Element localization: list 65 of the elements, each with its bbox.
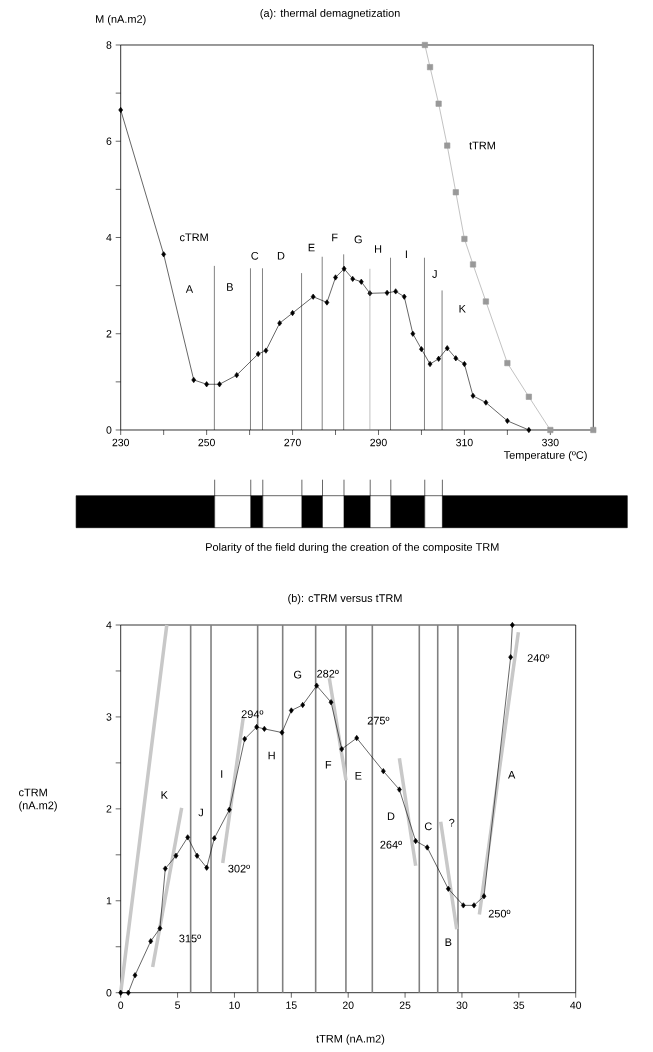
annotation: B bbox=[445, 938, 452, 946]
annotation: J bbox=[198, 808, 203, 817]
y-axis-title: cTRM (nA.m2) bbox=[19, 788, 57, 812]
y-tick-label: 6 bbox=[106, 137, 112, 145]
x-tick-label: 5 bbox=[175, 1001, 181, 1009]
annotation: 282º bbox=[317, 669, 339, 678]
y-tick-label: 0 bbox=[106, 989, 112, 997]
y-axis-title: M (nA.m2) bbox=[96, 14, 146, 26]
annotation: F bbox=[325, 760, 332, 769]
annotation: E bbox=[308, 243, 315, 252]
text: Polarity of the field during the creation of the composite TRM bbox=[206, 542, 499, 554]
x-tick-label: 330 bbox=[542, 438, 559, 447]
annotation: ? bbox=[449, 818, 455, 827]
annotation: F bbox=[332, 233, 338, 242]
x-tick-label: 270 bbox=[284, 438, 301, 447]
x-tick-label: 40 bbox=[570, 1001, 582, 1009]
x-axis-title: tTRM (nA.m2) bbox=[316, 1034, 385, 1045]
annotation: I bbox=[405, 250, 407, 259]
annotation: D bbox=[387, 812, 395, 820]
x-tick-label: 310 bbox=[456, 438, 473, 447]
annotation: 294º bbox=[241, 710, 264, 719]
x-tick-label: 25 bbox=[399, 1001, 411, 1009]
x-axis-title: Temperature (ºC) bbox=[503, 450, 587, 462]
y-tick-label: 4 bbox=[106, 233, 112, 242]
annotation: A bbox=[185, 285, 194, 293]
annotation: H bbox=[268, 751, 275, 760]
y-tick-label: 1 bbox=[106, 897, 112, 905]
annotation: 315º bbox=[179, 934, 201, 943]
annotation: I bbox=[221, 770, 223, 778]
y-tick-label: 2 bbox=[106, 805, 112, 813]
chart-title: (a): thermal demagnetization bbox=[260, 8, 400, 20]
annotation: B bbox=[227, 283, 233, 291]
x-tick-label: 290 bbox=[370, 438, 387, 447]
annotation: H bbox=[375, 245, 382, 253]
x-tick-label: 15 bbox=[286, 1001, 297, 1009]
y-tick-label: 4 bbox=[106, 621, 112, 629]
chart-title: (b): cTRM versus tTRM bbox=[288, 593, 402, 605]
annotation: 250º bbox=[488, 909, 511, 918]
y-tick-label: 8 bbox=[106, 41, 112, 49]
annotation: A bbox=[508, 771, 516, 779]
series-label: cTRM bbox=[179, 233, 208, 242]
x-tick-label: 10 bbox=[229, 1001, 240, 1009]
annotation: K bbox=[161, 791, 168, 799]
annotation: G bbox=[354, 235, 362, 244]
y-tick-label: 3 bbox=[106, 713, 112, 721]
x-tick-label: 20 bbox=[342, 1001, 354, 1009]
annotation: D bbox=[277, 252, 285, 260]
y-tick-label: 0 bbox=[106, 426, 112, 434]
x-tick-label: 35 bbox=[513, 1001, 525, 1009]
x-tick-label: 230 bbox=[112, 438, 130, 447]
x-tick-label: 250 bbox=[198, 438, 215, 447]
annotation: J bbox=[432, 270, 437, 278]
annotation: C bbox=[424, 822, 432, 831]
annotation: 264º bbox=[380, 840, 402, 849]
series-label: tTRM bbox=[469, 141, 495, 150]
annotation: E bbox=[355, 772, 362, 780]
annotation: G bbox=[293, 670, 302, 679]
annotation: K bbox=[459, 304, 466, 313]
x-tick-label: 30 bbox=[456, 1001, 468, 1009]
annotation: 302º bbox=[228, 864, 250, 873]
annotation: 240º bbox=[527, 654, 550, 662]
x-tick-label: 0 bbox=[118, 1001, 124, 1009]
annotation: C bbox=[251, 251, 259, 260]
y-tick-label: 2 bbox=[106, 330, 112, 338]
annotation: 275º bbox=[367, 716, 390, 725]
